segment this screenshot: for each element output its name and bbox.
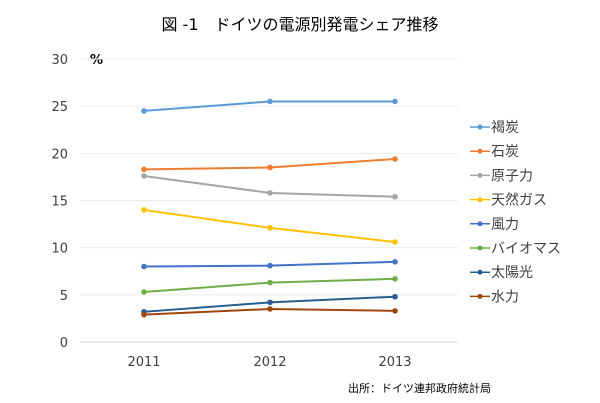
data-point [141,207,147,213]
y-axis-unit: % [90,53,103,68]
legend-item: 水力 [470,289,519,305]
data-point [141,289,147,295]
data-point [267,306,273,312]
legend-label: 石炭 [491,144,519,160]
data-point [267,225,273,231]
legend-marker [477,293,483,299]
y-tick-label: 10 [51,242,68,257]
data-point [141,311,147,318]
legend-item: 太陽光 [470,265,533,281]
x-tick-label: 2013 [378,355,411,370]
legend-label: 原子力 [491,168,533,184]
y-tick-label: 20 [51,147,68,162]
data-point [141,166,147,173]
legend-item: 風力 [470,217,519,233]
series-7 [141,306,398,318]
legend-marker [477,124,483,130]
legend-item: 天然ガス [470,192,547,209]
series-1 [141,156,398,173]
y-tick-label: 25 [51,100,68,115]
legend-item: バイオマス [470,241,561,257]
legend-item: 原子力 [470,168,533,184]
legend-marker [477,269,483,275]
y-tick-label: 0 [60,336,68,351]
legend-item: 褐炭 [470,120,519,136]
series-2 [141,173,398,200]
data-point [267,279,273,286]
data-point [141,263,147,270]
data-point [267,190,273,196]
chart-title: 図 -1 ドイツの電源別発電シェア推移 [161,15,438,34]
legend-label: 太陽光 [491,265,533,281]
legend-label: 風力 [491,217,519,233]
x-tick-label: 2012 [253,355,286,370]
legend-marker [477,172,483,178]
data-point [392,239,398,245]
x-tick-label: 2011 [127,355,160,370]
legend-marker [477,197,483,203]
data-point [267,262,273,269]
legend-label: バイオマス [491,241,561,257]
legend-label: 天然ガス [491,192,547,209]
data-point [392,259,398,265]
series-4 [141,259,398,270]
legend-marker [477,221,483,227]
data-point [267,164,273,171]
data-point [392,193,398,200]
data-point [141,108,147,114]
data-point [392,275,398,282]
data-point [267,98,273,105]
legend-marker [477,148,483,154]
series-0 [141,98,398,114]
data-point [141,173,147,179]
source-note: 出所：ドイツ連邦政府統計局 [348,381,491,395]
legend-item: 石炭 [470,144,519,160]
data-point [392,98,398,105]
y-tick-label: 5 [60,289,68,304]
y-tick-label: 15 [51,195,68,210]
data-point [392,293,398,300]
legend-marker [477,245,483,251]
legend-label: 褐炭 [491,120,519,136]
legend-label: 水力 [491,289,519,305]
data-point [392,308,398,314]
series-5 [141,275,398,295]
y-tick-label: 30 [51,53,68,68]
data-point [267,299,273,306]
series-3 [141,207,398,245]
data-point [392,156,398,162]
